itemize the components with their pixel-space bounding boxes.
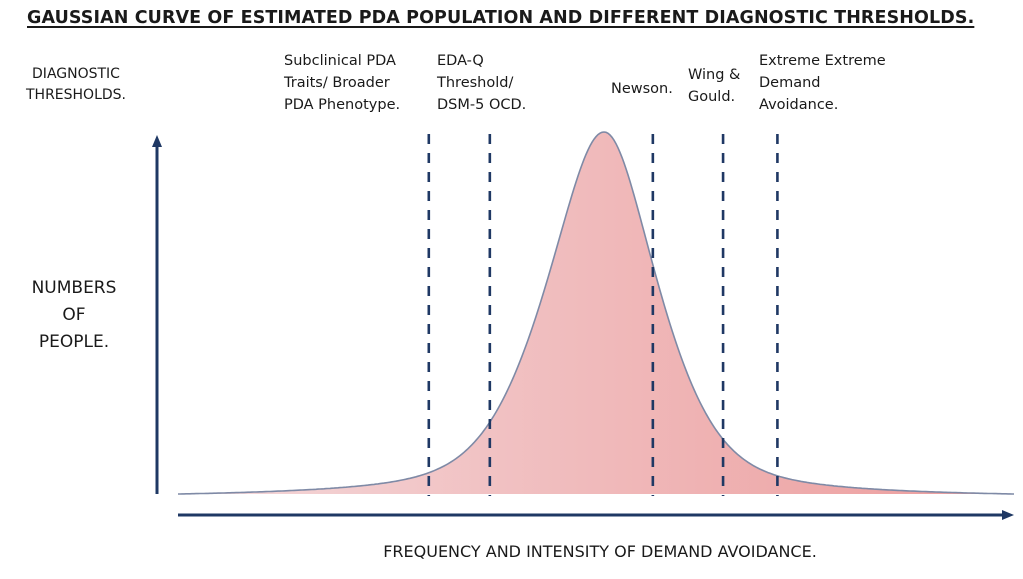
y-axis [152,135,162,494]
y-axis-arrow-icon [152,135,162,147]
threshold-label-extreme-eda: Extreme Extreme Demand Avoidance. [759,53,886,113]
thresholds-heading: DIAGNOSTIC THRESHOLDS. [25,66,126,103]
threshold-label-subclinical: Subclinical PDA Traits/ Broader PDA Phen… [284,53,401,113]
y-axis-label: NUMBERS OF PEOPLE. [31,278,117,352]
x-axis-arrow-icon [1002,510,1014,520]
diagram-title: GAUSSIAN CURVE OF ESTIMATED PDA POPULATI… [27,8,975,28]
x-axis [178,510,1014,520]
gaussian-curve-area [178,132,1014,494]
threshold-label-newson: Newson. [611,81,673,97]
threshold-lines [427,134,779,496]
threshold-label-eda-q: EDA-Q Threshold/ DSM-5 OCD. [437,53,527,113]
gaussian-curve-line [178,131,1014,495]
threshold-label-wing-gould: Wing & Gould. [688,67,741,105]
x-axis-label: FREQUENCY AND INTENSITY OF DEMAND AVOIDA… [383,542,817,561]
